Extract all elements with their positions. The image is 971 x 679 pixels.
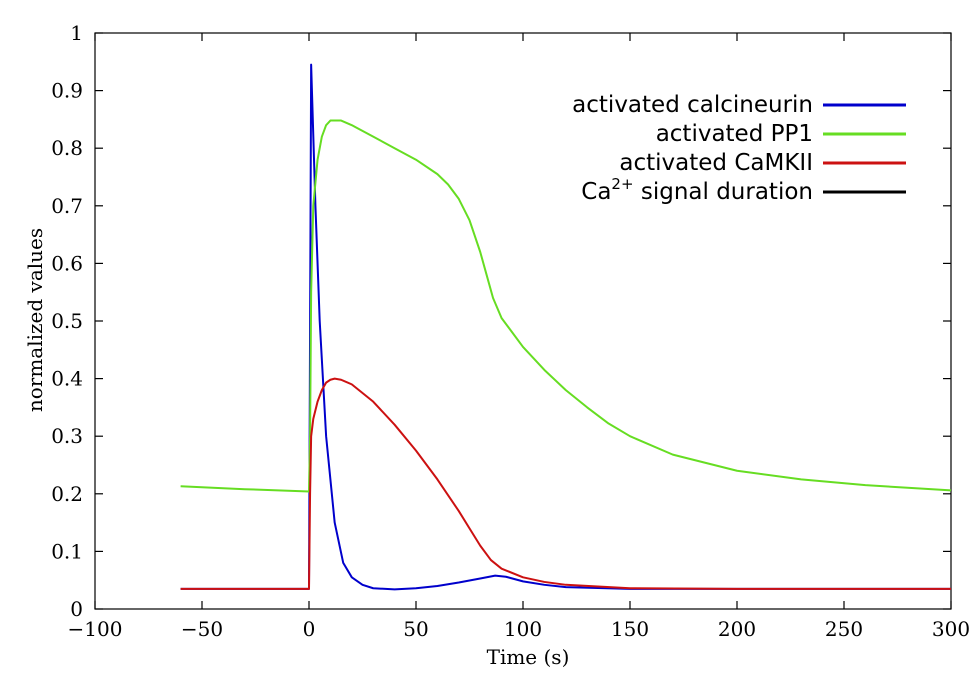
series-line-activated-pp1	[180, 119, 952, 493]
x-tick-label: 0	[303, 617, 316, 641]
y-tick-label: 0.8	[51, 136, 83, 160]
y-axis-ticks: 0 0.1 0.2 0.3 0.4 0.5 0.6 0.7 0.8 0.9 1	[51, 21, 951, 621]
legend: activated calcineurin activated PP1 activa…	[572, 92, 906, 205]
x-tick-label: 300	[932, 617, 970, 641]
y-tick-label: 0.7	[51, 194, 83, 218]
x-axis-title: Time (s)	[487, 645, 570, 669]
series-lines	[180, 63, 952, 591]
y-tick-label: 0	[70, 597, 83, 621]
x-tick-label: 200	[718, 617, 756, 641]
legend-label-activated-camkii: activated CaMKII	[619, 150, 813, 176]
y-tick-label: 0.5	[51, 309, 83, 333]
x-tick-label: 100	[504, 617, 542, 641]
x-axis-ticks: −100 −50 0 50 100 150 200 250 300	[68, 33, 970, 641]
y-tick-label: 0.3	[51, 424, 83, 448]
y-tick-label: 0.2	[51, 482, 83, 506]
y-tick-label: 0.4	[51, 367, 83, 391]
plot-border	[94, 32, 952, 610]
x-tick-label: −100	[68, 617, 123, 641]
x-tick-label: 50	[403, 617, 428, 641]
y-tick-label: 0.6	[51, 251, 83, 275]
x-tick-label: 150	[611, 617, 649, 641]
legend-label-signal-duration: Ca2+ signal duration	[581, 175, 813, 205]
y-tick-label: 0.1	[51, 539, 83, 563]
x-tick-label: −50	[181, 617, 223, 641]
legend-label-activated-calcineurin: activated calcineurin	[572, 92, 813, 118]
series-line-activated-camkii	[180, 377, 951, 590]
y-axis-title: normalized values	[23, 228, 47, 412]
legend-label-activated-pp1: activated PP1	[656, 121, 813, 147]
y-tick-label: 1	[70, 21, 83, 45]
x-tick-label: 250	[825, 617, 863, 641]
series-line-activated-calcineurin	[180, 63, 951, 591]
y-tick-label: 0.9	[51, 79, 83, 103]
plot-frame	[94, 32, 952, 610]
